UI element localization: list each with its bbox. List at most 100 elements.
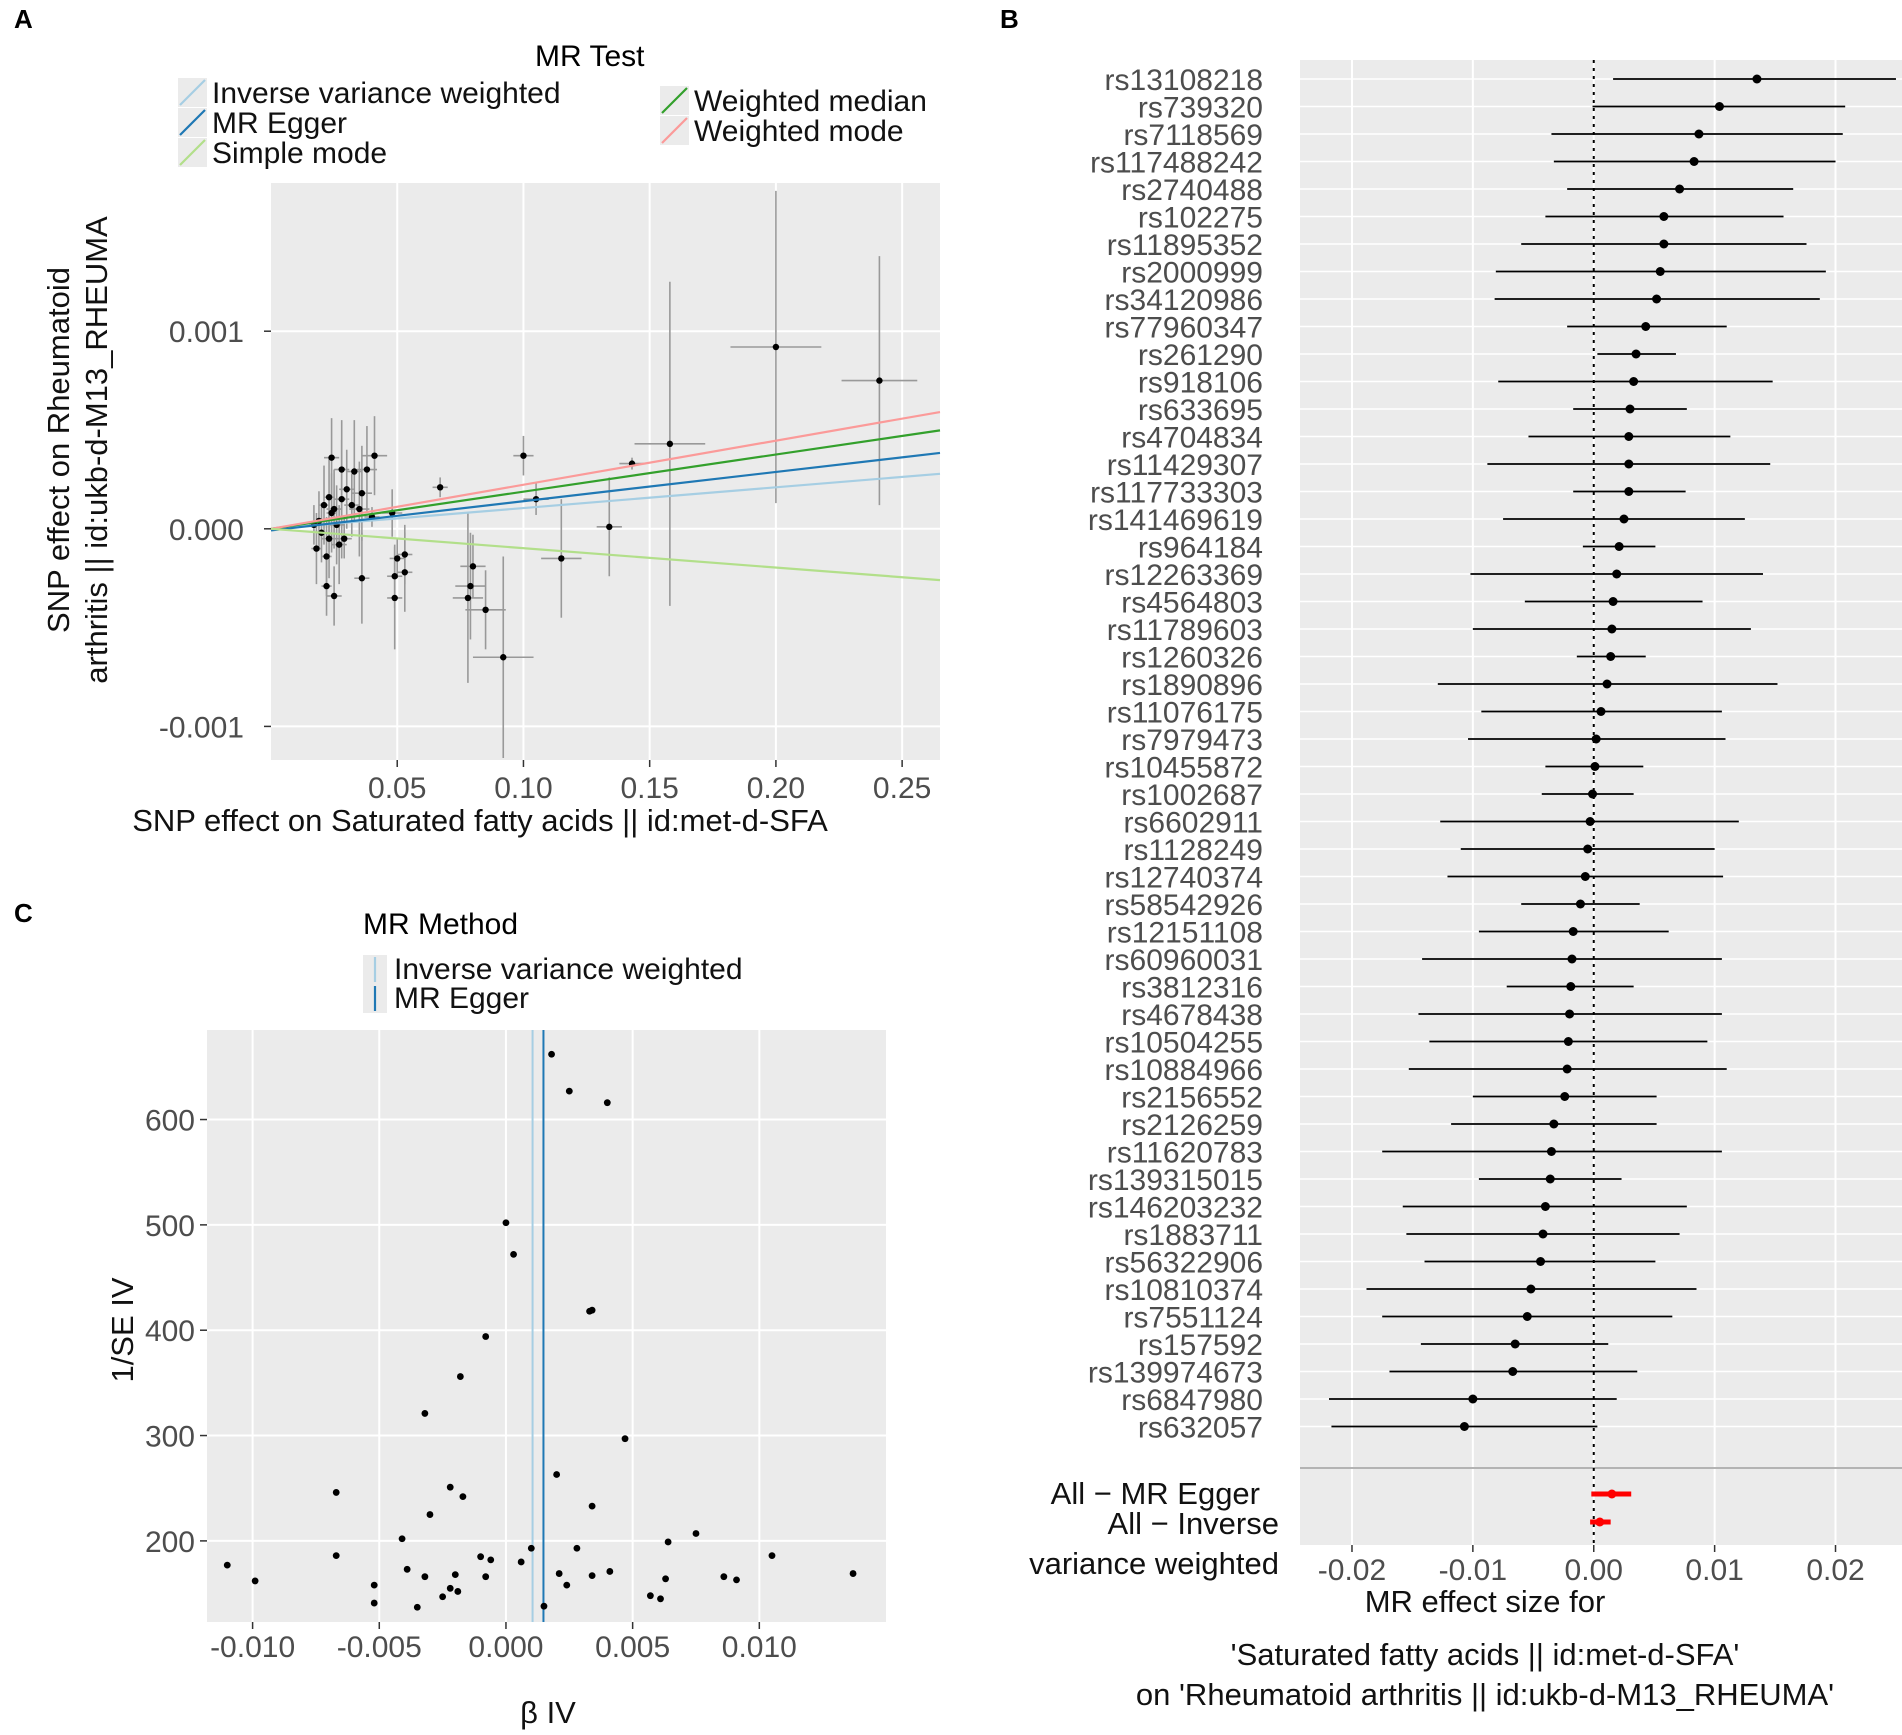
panel-c-point [540,1602,548,1610]
panel-b-snp-label: rs10884966 [1105,1054,1263,1087]
panel-c-label: C [14,898,33,928]
panel-a-point [358,490,366,497]
panel-b-snp-label: rs10504255 [1105,1027,1263,1060]
panel-b-point [1575,899,1585,909]
panel-a-point [338,466,345,473]
panel-c-point [603,1099,611,1107]
panel-b-xlabel-line4: on 'Rheumatoid arthritis || id:ukb-d-M13… [1136,1677,1834,1712]
panel-b-point [1602,679,1612,689]
panel-a-xtick-label: 0.25 [873,772,931,805]
panel-c-point [421,1573,429,1581]
panel-b-point [1652,294,1662,304]
panel-b-snp-label: rs2740488 [1121,174,1263,207]
panel-b-ticks: -0.02 -0.01 0.00 0.01 0.02 [1318,1545,1865,1587]
panel-b-xtick-label: 0.00 [1565,1554,1623,1587]
panel-a-point [330,592,338,600]
panel-b-point [1545,1174,1555,1184]
panel-c-point [768,1552,776,1560]
panel-a-point [391,594,398,602]
panel-b-point [1522,1312,1532,1321]
panel-b-point [1540,1202,1550,1211]
panel-c-point [657,1595,664,1603]
panel-a-legend-label: Weighted mode [694,115,904,148]
panel-b-snp-label: rs141469619 [1088,504,1263,537]
panel-a-line [270,410,941,530]
panel-b-xtick-label: -0.02 [1318,1554,1386,1587]
panel-b-snp-label: rs964184 [1138,532,1263,565]
panel-a-point [343,486,350,493]
panel-b-snp-label: rs77960347 [1105,312,1263,345]
panel-b-snp-label: rs12263369 [1105,559,1263,592]
panel-a-point [500,654,507,661]
panel-b-point [1591,734,1601,744]
panel-b-snp-label: rs139974673 [1088,1357,1263,1390]
panel-c-point [548,1050,555,1058]
panel-b-point [1624,487,1634,496]
panel-c-xtick-label: 0.010 [722,1631,797,1664]
panel-a-point [351,468,358,475]
panel-a-legend-title: MR Test [535,40,645,73]
panel-b-point [1568,927,1578,936]
panel-c-point [482,1573,490,1581]
panel-c-ylabel: 1/SE IV [105,1277,140,1382]
panel-b-point [1641,322,1651,331]
panel-c-point [565,1087,573,1095]
panel-c-point [692,1530,700,1537]
panel-a-ylabel-line2: arthritis || id:ukb-d-M13_RHEUMA [79,216,114,684]
panel-b-point [1624,459,1634,469]
panel-c-point [446,1584,454,1592]
panel-b-snp-label: rs102275 [1138,202,1263,235]
panel-b-snp-label: rs6602911 [1123,807,1263,840]
panel-a-legend-label: Inverse variance weighted [212,77,561,110]
panel-a-point [358,575,366,582]
panel-c-point [573,1544,581,1552]
panel-a-line [270,429,941,530]
panel-c-legend-label: MR Egger [394,982,529,1015]
panel-b-summary-label: All − Inverse [1108,1506,1279,1541]
panel-c-gridlines [207,1030,886,1622]
panel-b-point [1510,1339,1520,1349]
panel-c-point [502,1219,510,1227]
panel-c-point [527,1544,535,1552]
panel-c-point [454,1588,462,1595]
panel-a-point [328,509,335,517]
panel-b-snp-label: rs7551124 [1123,1302,1263,1335]
panel-c-point [849,1570,857,1577]
panel-a-legend-swatch [661,87,688,114]
panel-b-snp-rows: rs13108218rs739320rs7118569rs117488242rs… [1088,64,1896,1445]
panel-a-point [338,495,345,503]
panel-c-point [370,1581,378,1589]
panel-a-point [666,440,674,448]
panel-c-point [426,1511,434,1518]
panel-b-snp-label: rs11895352 [1107,229,1263,262]
panel-c-ticks: -0.010 -0.005 0.000 0.005 0.010 200 300 400 500 6… [145,1105,797,1664]
panel-b-point [1675,184,1685,194]
panel-c-ytick-label: 600 [145,1105,195,1138]
panel-b-point [1565,1009,1575,1019]
panel-a-point [341,535,348,542]
panel-c-point [621,1435,629,1443]
panel-a-ytick-label: 0.001 [169,316,244,349]
panel-b-snp-label: rs157592 [1138,1329,1263,1362]
panel-c-point [332,1552,340,1560]
panel-b-snp-label: rs60960031 [1105,944,1263,977]
panel-b-point [1563,1037,1573,1046]
panel-b-point [1526,1284,1536,1294]
panel-c-point [662,1575,669,1583]
panel-c-point [720,1573,728,1581]
panel-c-vertical-lines [531,1030,545,1622]
panel-c-point [459,1493,467,1501]
panel-b-point [1689,157,1699,166]
panel-b-xtick-label: -0.01 [1439,1554,1507,1587]
panel-b-point [1459,1422,1469,1431]
panel-a-point [482,606,489,614]
panel-c-point [332,1489,340,1496]
panel-b-point [1608,597,1618,606]
panel-b-point [1624,432,1634,441]
panel-a-point [328,454,335,461]
panel-b-snp-label: rs13108218 [1105,64,1263,97]
panel-a-point [348,501,355,509]
panel-a-label: A [14,4,33,34]
